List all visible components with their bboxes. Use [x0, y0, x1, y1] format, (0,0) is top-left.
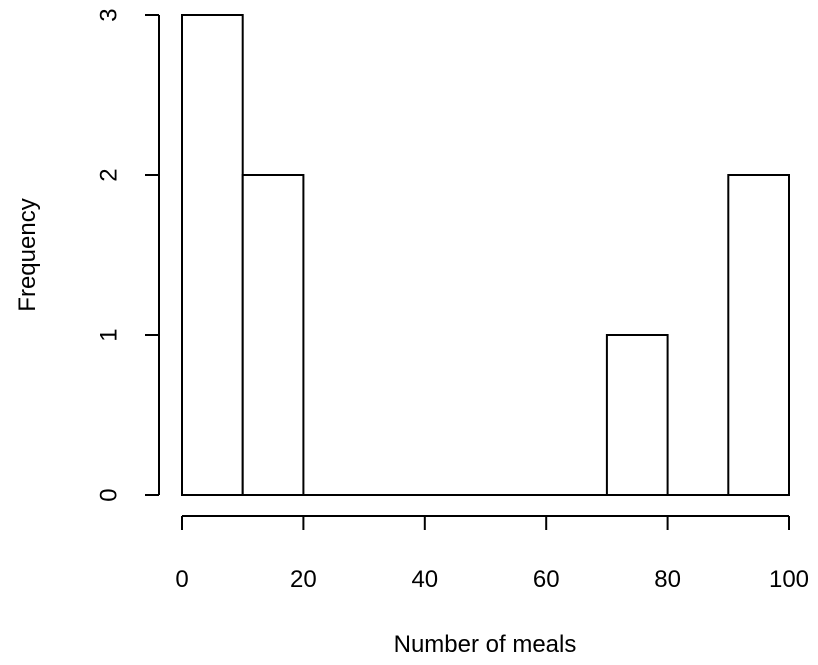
histogram-bar-7: [605, 334, 669, 496]
y-tick-label-2: 2: [95, 168, 122, 181]
x-axis: 0 20 40 60 80 100: [175, 515, 809, 593]
x-tick-label-3: 60: [533, 566, 560, 593]
x-tick-label-4: 80: [654, 566, 681, 593]
x-axis-label: Number of meals: [394, 631, 577, 658]
histogram-bar-9: [727, 174, 790, 496]
histogram-bar-1: [241, 174, 305, 496]
x-tick-label-1: 20: [290, 566, 317, 593]
y-axis: 0 1 2 3: [95, 8, 160, 502]
y-tick-label-0: 0: [95, 488, 122, 501]
x-tick-label-2: 40: [411, 566, 438, 593]
x-tick-label-5: 100: [769, 566, 809, 593]
bars-group: [181, 14, 790, 496]
y-tick-label-3: 3: [95, 8, 122, 21]
x-tick-label-0: 0: [175, 566, 188, 593]
y-tick-label-1: 1: [95, 328, 122, 341]
histogram-bar-0: [181, 14, 244, 496]
y-axis-label: Frequency: [14, 198, 41, 311]
